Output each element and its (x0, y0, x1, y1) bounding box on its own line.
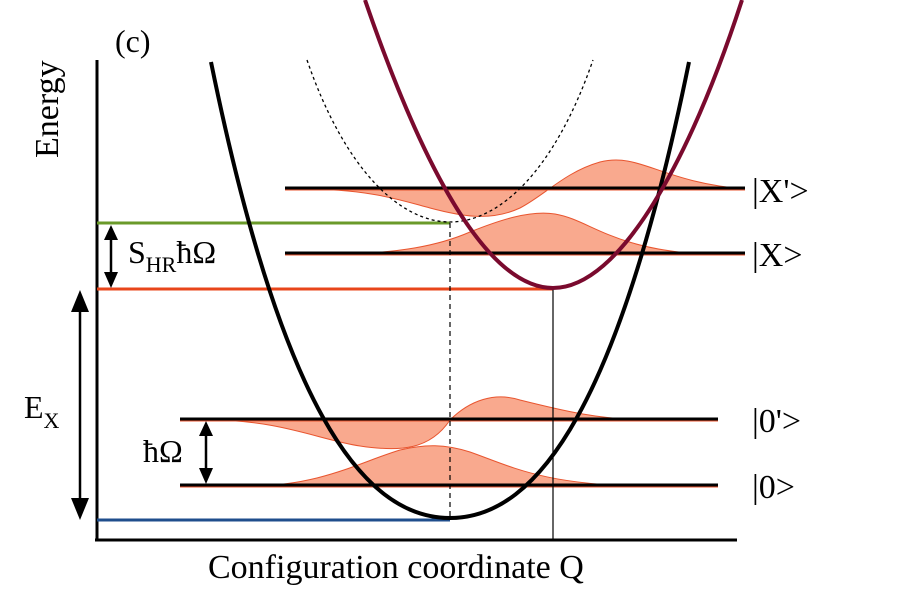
wavefunctions (209, 159, 746, 487)
dotted-parabola (306, 59, 594, 223)
level-label-x-prime: |X'> (752, 173, 809, 210)
excited-state-parabola (363, 0, 744, 291)
panel-label: (c) (115, 23, 151, 59)
phonon-energy-arrow (199, 421, 213, 484)
wavefunction-x-prime (299, 159, 746, 217)
x-axis-label: Configuration coordinate Q (208, 549, 584, 586)
huang-rhys-label: SHRħΩ (128, 234, 216, 277)
energy-levels (180, 186, 745, 488)
level-label-zero: |0> (752, 469, 795, 506)
exciton-energy-arrow (71, 290, 89, 520)
level-label-x: |X> (752, 237, 803, 274)
exciton-energy-label: EX (24, 389, 60, 433)
y-axis-label: Energy (29, 60, 66, 158)
phonon-energy-label: ħΩ (143, 433, 183, 469)
wavefunction-zero (249, 445, 651, 487)
huang-rhys-arrow (104, 225, 118, 288)
ground-state-parabola-curve (209, 61, 691, 521)
wavefunction-x (329, 212, 701, 255)
level-label-zero-prime: |0'> (752, 403, 801, 440)
